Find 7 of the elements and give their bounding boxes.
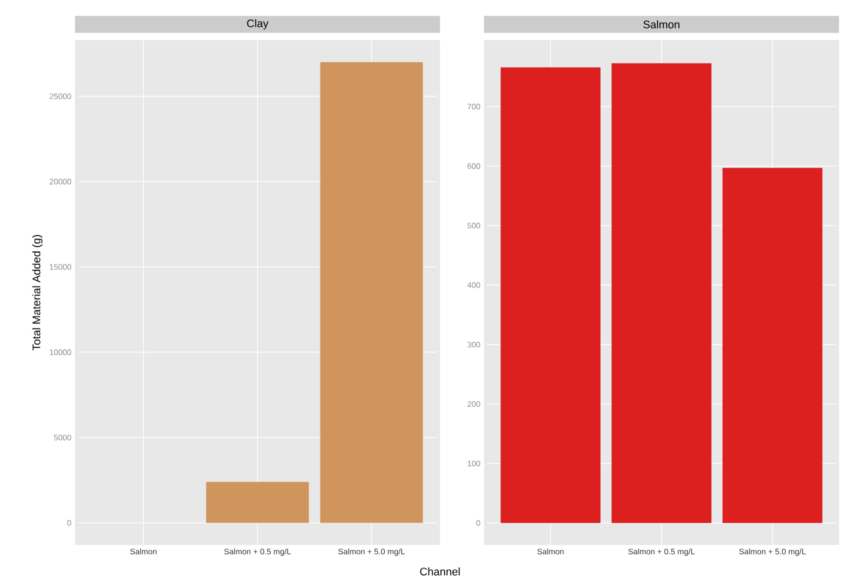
y-axis-title: Total Material Added (g) [32,235,42,350]
chart-title: Salmon [643,20,680,28]
bar [612,63,712,523]
x-axis-title: Channel [420,567,460,576]
bar [722,168,822,523]
bar [500,67,600,523]
chart-title: Clay [247,19,268,30]
